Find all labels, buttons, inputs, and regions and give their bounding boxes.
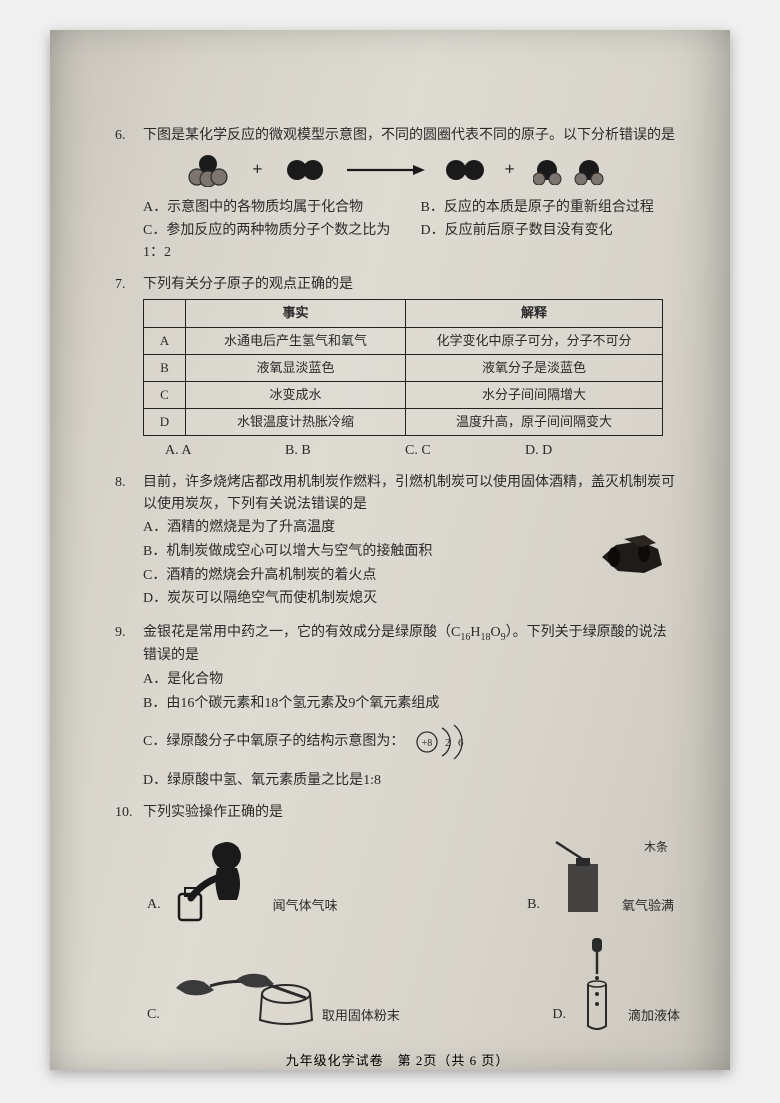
- charcoal-icon: [590, 515, 680, 587]
- reactant-1-icon: [182, 153, 234, 187]
- svg-text:+8: +8: [422, 738, 433, 749]
- q9-opt-a: A．是化合物: [143, 669, 680, 691]
- q8-opt-d: D．炭灰可以隔绝空气而使机制炭熄灭: [143, 588, 590, 610]
- splint-label: 木条: [644, 838, 668, 857]
- q9-number: 9.: [115, 622, 143, 667]
- reactant-2-icon: [281, 155, 329, 185]
- dropper-icon: [572, 934, 622, 1034]
- q9-opt-c: C．绿原酸分子中氧原子的结构示意图为： +8 2 6: [143, 716, 680, 768]
- q6-opt-c: C．参加反应的两种物质分子个数之比为 1：2: [143, 220, 403, 263]
- scoop-solid-icon: [166, 954, 316, 1034]
- svg-text:2: 2: [445, 737, 451, 749]
- q7-number: 7.: [115, 274, 143, 296]
- table-row: B液氧显淡蓝色液氧分子是淡蓝色: [144, 354, 663, 381]
- q10-opt-b: B. 氧气验满 木条: [424, 834, 681, 924]
- smell-gas-icon: [167, 834, 267, 924]
- q7-table: 事实 解释 A水通电后产生氢气和氧气化学变化中原子可分，分子不可分 B液氧显淡蓝…: [143, 299, 663, 436]
- q10-opt-c: C. 取用固体粉末: [147, 954, 404, 1034]
- q7-ans-a: A. A: [165, 440, 285, 462]
- oxygen-test-icon: [546, 834, 616, 924]
- q10-text: 下列实验操作正确的是: [143, 802, 680, 824]
- plus-icon-2: +: [505, 156, 515, 184]
- arrow-icon: [347, 163, 425, 177]
- q6-opt-a: A．示意图中的各物质均属于化合物: [143, 197, 403, 219]
- q7-ans-b: B. B: [285, 440, 405, 462]
- table-row: A水通电后产生氢气和氧气化学变化中原子可分，分子不可分: [144, 327, 663, 354]
- q10-opt-a: A. 闻气体气味: [147, 834, 404, 924]
- q7-ans-c: C. C: [405, 440, 525, 462]
- q7-th-fact: 事实: [186, 300, 406, 327]
- exam-page: 6. 下图是某化学反应的微观模型示意图，不同的圆圈代表不同的原子。以下分析错误的…: [50, 30, 730, 1070]
- question-8: 8. 目前，许多烧烤店都改用机制炭作燃料，引燃机制炭可以使用固体酒精，盖灭机制炭…: [115, 472, 680, 612]
- svg-text:6: 6: [458, 737, 464, 749]
- question-10: 10. 下列实验操作正确的是 A. 闻气体气味: [115, 802, 680, 1034]
- q6-opt-b: B．反应的本质是原子的重新组合过程: [421, 197, 681, 219]
- table-row: D水银温度计热胀冷缩温度升高，原子间间隔变大: [144, 409, 663, 436]
- q10-opt-d: D. 滴加液体: [424, 934, 681, 1034]
- q10-number: 10.: [115, 802, 143, 824]
- table-row: C冰变成水水分子间间隔增大: [144, 381, 663, 408]
- q7-ans-d: D. D: [525, 440, 645, 462]
- q8-opt-a: A．酒精的燃烧是为了升高温度: [143, 517, 590, 539]
- product-1-icon: [443, 157, 487, 183]
- q9-text: 金银花是常用中药之一，它的有效成分是绿原酸（C16H18O9）。下列关于绿原酸的…: [143, 622, 680, 667]
- q6-text: 下图是某化学反应的微观模型示意图，不同的圆圈代表不同的原子。以下分析错误的是: [143, 125, 680, 147]
- question-9: 9. 金银花是常用中药之一，它的有效成分是绿原酸（C16H18O9）。下列关于绿…: [115, 622, 680, 792]
- q9-opt-d: D．绿原酸中氢、氧元素质量之比是1:8: [143, 770, 680, 792]
- atom-structure-icon: +8 2 6: [412, 722, 468, 762]
- q8-text: 目前，许多烧烤店都改用机制炭作燃料，引燃机制炭可以使用固体酒精，盖灭机制炭可以使…: [143, 472, 680, 515]
- question-7: 7. 下列有关分子原子的观点正确的是 事实 解释 A水通电后产生氢气和氧气化学变…: [115, 274, 680, 462]
- q9-opt-b: B．由16个碳元素和18个氢元素及9个氧元素组成: [143, 693, 680, 715]
- q7-th-blank: [144, 300, 186, 327]
- q6-number: 6.: [115, 125, 143, 147]
- q7-th-expl: 解释: [406, 300, 663, 327]
- plus-icon: +: [252, 156, 262, 184]
- q8-number: 8.: [115, 472, 143, 515]
- q7-text: 下列有关分子原子的观点正确的是: [143, 274, 680, 296]
- q8-opt-b: B．机制炭做成空心可以增大与空气的接触面积: [143, 541, 590, 563]
- q6-opt-d: D．反应前后原子数目没有变化: [421, 220, 681, 263]
- question-6: 6. 下图是某化学反应的微观模型示意图，不同的圆圈代表不同的原子。以下分析错误的…: [115, 125, 680, 264]
- page-footer: 九年级化学试卷 第 2页（共 6 页）: [115, 1050, 680, 1069]
- q6-diagram: + +: [115, 147, 680, 195]
- q8-opt-c: C．酒精的燃烧会升高机制炭的着火点: [143, 565, 590, 587]
- product-2-icon: [533, 155, 613, 185]
